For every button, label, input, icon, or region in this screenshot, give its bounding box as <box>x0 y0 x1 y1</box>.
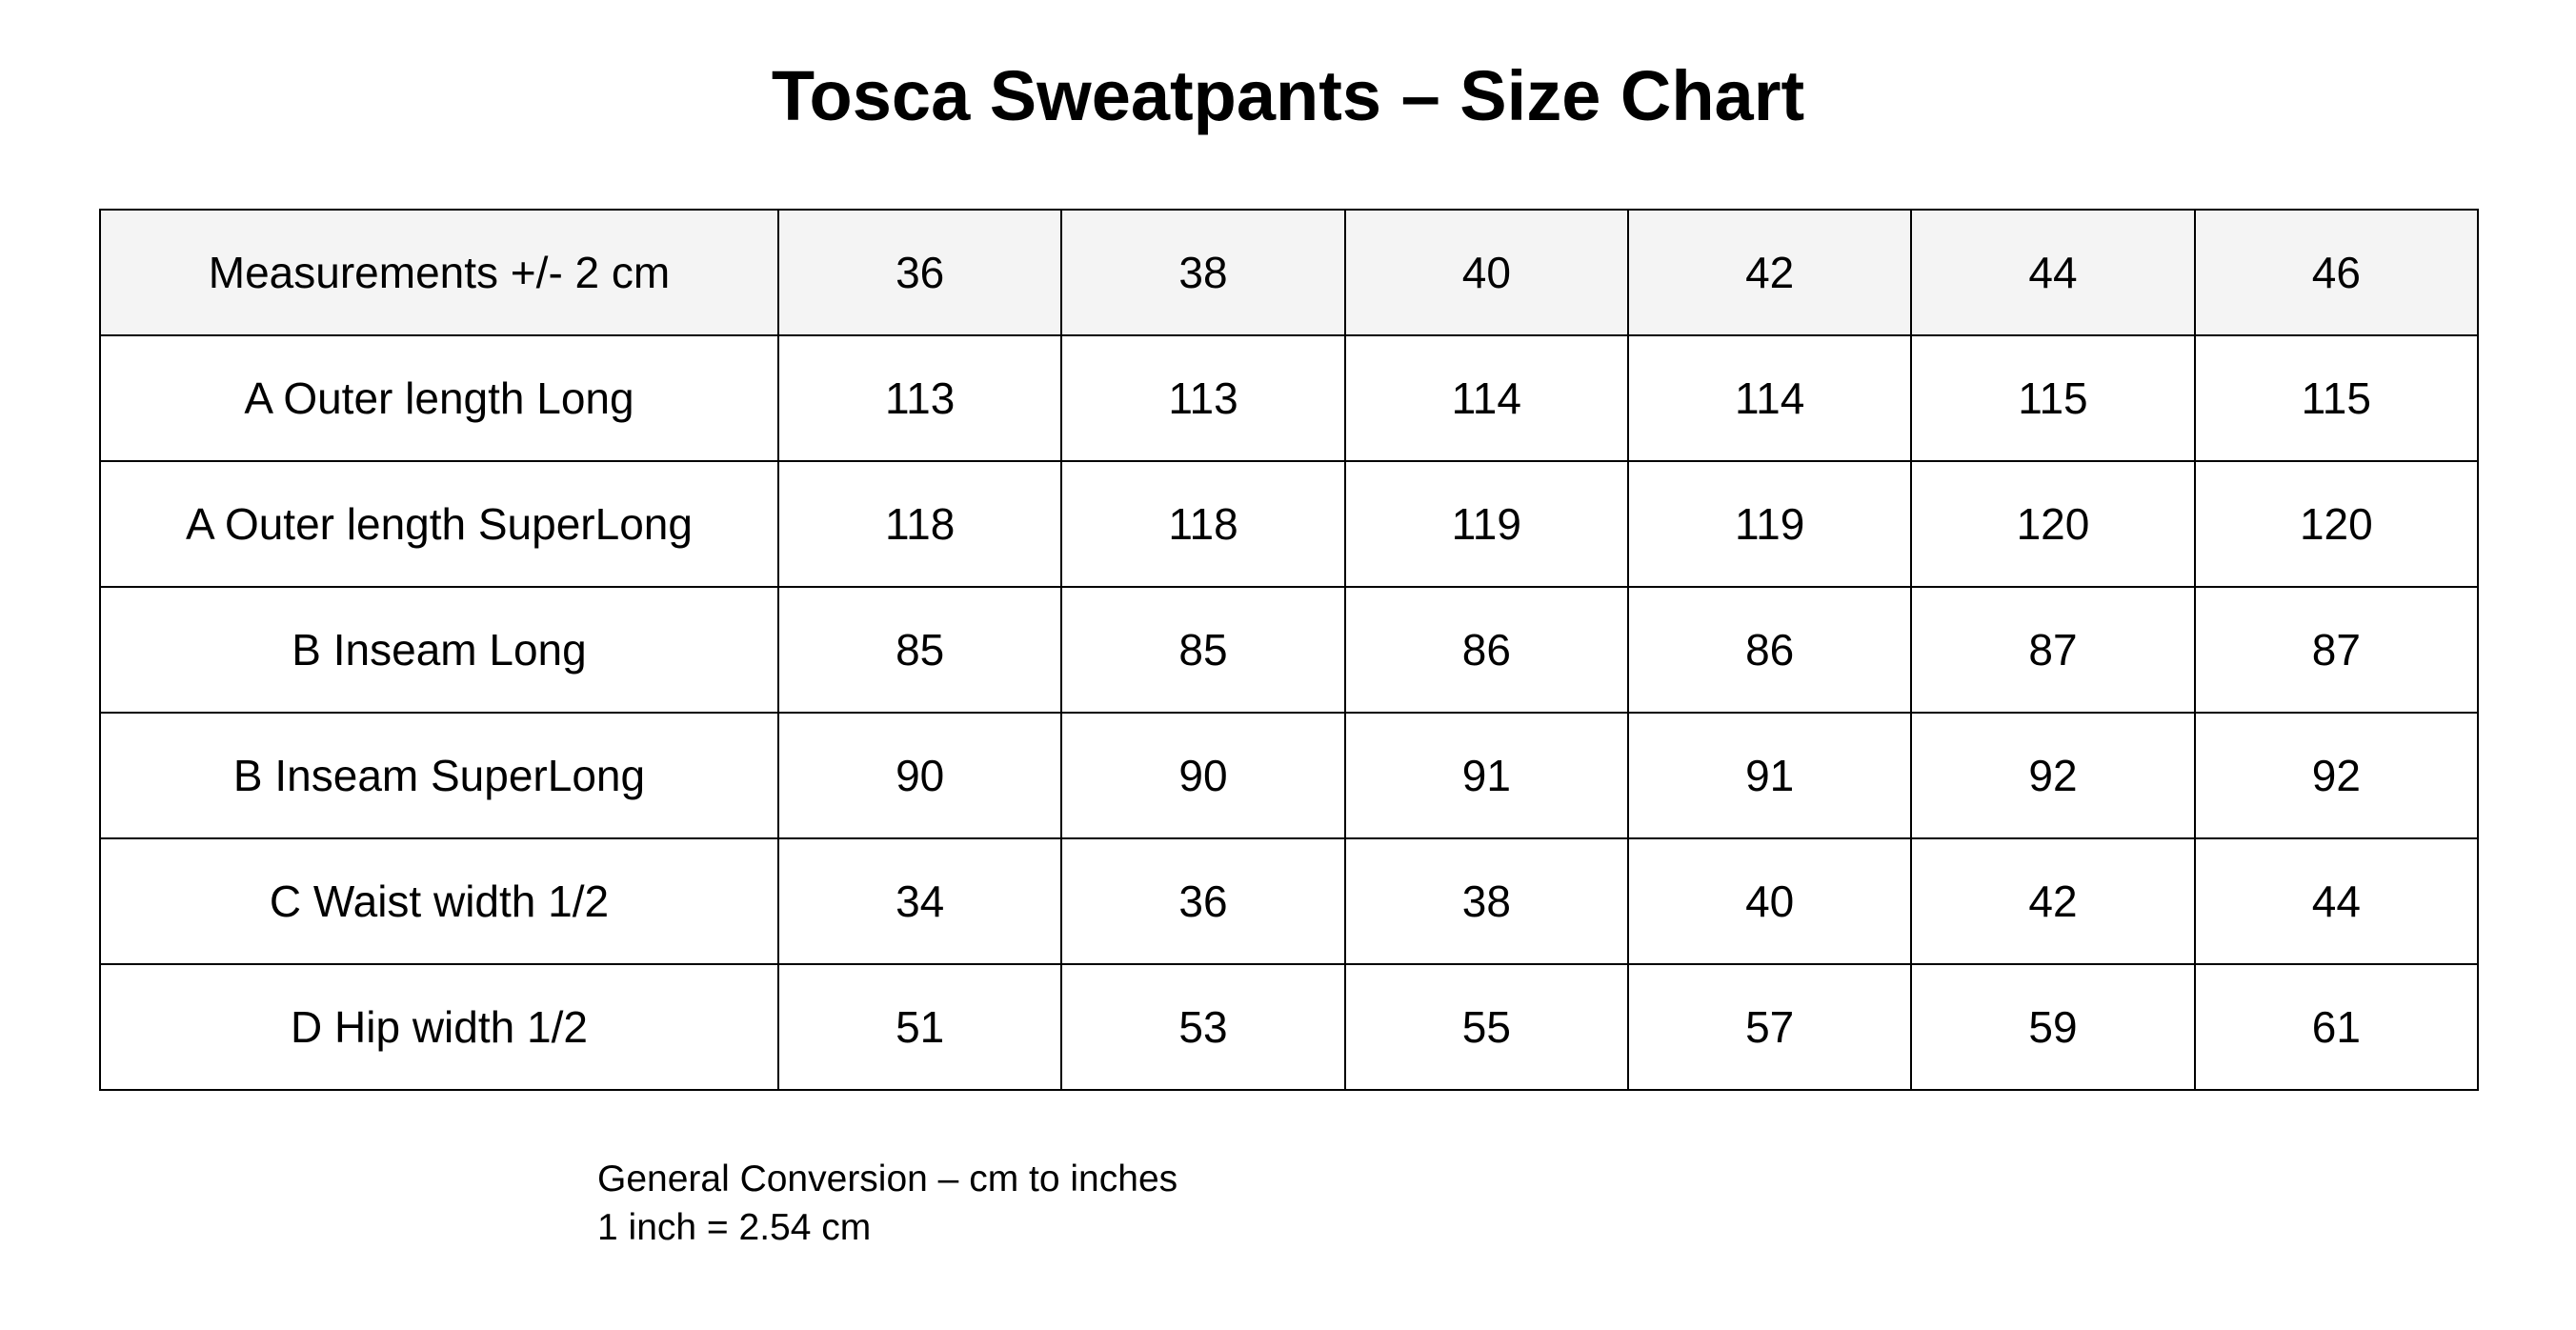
table-cell: 114 <box>1626 334 1913 462</box>
table-cell: 85 <box>1060 586 1346 714</box>
header-row: Measurements +/- 2 cm 36 38 40 42 44 46 <box>99 209 2480 336</box>
table-row: A Outer length SuperLong 118 118 119 119 120 1… <box>99 460 2480 588</box>
note-line: General Conversion – cm to inches <box>597 1159 1178 1199</box>
header-cell: Measurements +/- 2 cm <box>99 209 779 336</box>
table-cell: 113 <box>1060 334 1346 462</box>
table-cell: 51 <box>776 963 1063 1091</box>
size-table: Measurements +/- 2 cm 36 38 40 42 44 46 A Outer… <box>99 209 2480 1091</box>
header-cell: 36 <box>776 209 1063 336</box>
table-cell: C Waist width 1/2 <box>99 837 779 965</box>
table-cell: 90 <box>1060 712 1346 839</box>
table-cell: 57 <box>1626 963 1913 1091</box>
header-cell: 46 <box>2193 209 2480 336</box>
table-cell: 55 <box>1343 963 1629 1091</box>
table-cell: A Outer length SuperLong <box>99 460 779 588</box>
table-cell: 118 <box>776 460 1063 588</box>
header-cell: 38 <box>1060 209 1346 336</box>
table-cell: A Outer length Long <box>99 334 779 462</box>
table-row: A Outer length Long 113 113 114 114 115 115 <box>99 334 2480 462</box>
title: Tosca Sweatpants – Size Chart <box>771 56 1805 135</box>
table-cell: 92 <box>2193 712 2480 839</box>
table-cell: 85 <box>776 586 1063 714</box>
table-cell: 114 <box>1343 334 1629 462</box>
table-cell: 118 <box>1060 460 1346 588</box>
table-cell: B Inseam Long <box>99 586 779 714</box>
table-cell: 119 <box>1343 460 1629 588</box>
table-row: B Inseam SuperLong 90 90 91 91 92 92 <box>99 712 2480 839</box>
table-row: D Hip width 1/2 51 53 55 57 59 61 <box>99 963 2480 1091</box>
table-cell: 44 <box>2193 837 2480 965</box>
table-cell: 86 <box>1343 586 1629 714</box>
table-cell: 92 <box>1910 712 2196 839</box>
table-cell: 115 <box>1910 334 2196 462</box>
table-cell: 119 <box>1626 460 1913 588</box>
header-cell: 40 <box>1343 209 1629 336</box>
table-cell: 36 <box>1060 837 1346 965</box>
table-cell: 115 <box>2193 334 2480 462</box>
table-row: C Waist width 1/2 34 36 38 40 42 44 <box>99 837 2480 965</box>
table-cell: 38 <box>1343 837 1629 965</box>
table-cell: 61 <box>2193 963 2480 1091</box>
header-cell: 44 <box>1910 209 2196 336</box>
table-cell: B Inseam SuperLong <box>99 712 779 839</box>
table-cell: 86 <box>1626 586 1913 714</box>
table-cell: 120 <box>1910 460 2196 588</box>
table-cell: 90 <box>776 712 1063 839</box>
table-cell: 42 <box>1910 837 2196 965</box>
table-cell: D Hip width 1/2 <box>99 963 779 1091</box>
note-line: 1 inch = 2.54 cm <box>597 1207 872 1248</box>
table-cell: 91 <box>1343 712 1629 839</box>
table-cell: 113 <box>776 334 1063 462</box>
table-cell: 40 <box>1626 837 1913 965</box>
table-cell: 87 <box>1910 586 2196 714</box>
notes: General Conversion – cm to inches 1 inch … <box>597 1155 1177 1252</box>
table-cell: 53 <box>1060 963 1346 1091</box>
table-cell: 120 <box>2193 460 2480 588</box>
header-cell: 42 <box>1626 209 1913 336</box>
table-cell: 91 <box>1626 712 1913 839</box>
table-row: B Inseam Long 85 85 86 86 87 87 <box>99 586 2480 714</box>
table-cell: 87 <box>2193 586 2480 714</box>
table-cell: 34 <box>776 837 1063 965</box>
table-cell: 59 <box>1910 963 2196 1091</box>
table-body: Measurements +/- 2 cm 36 38 40 42 44 46 A Outer… <box>99 209 2480 1091</box>
